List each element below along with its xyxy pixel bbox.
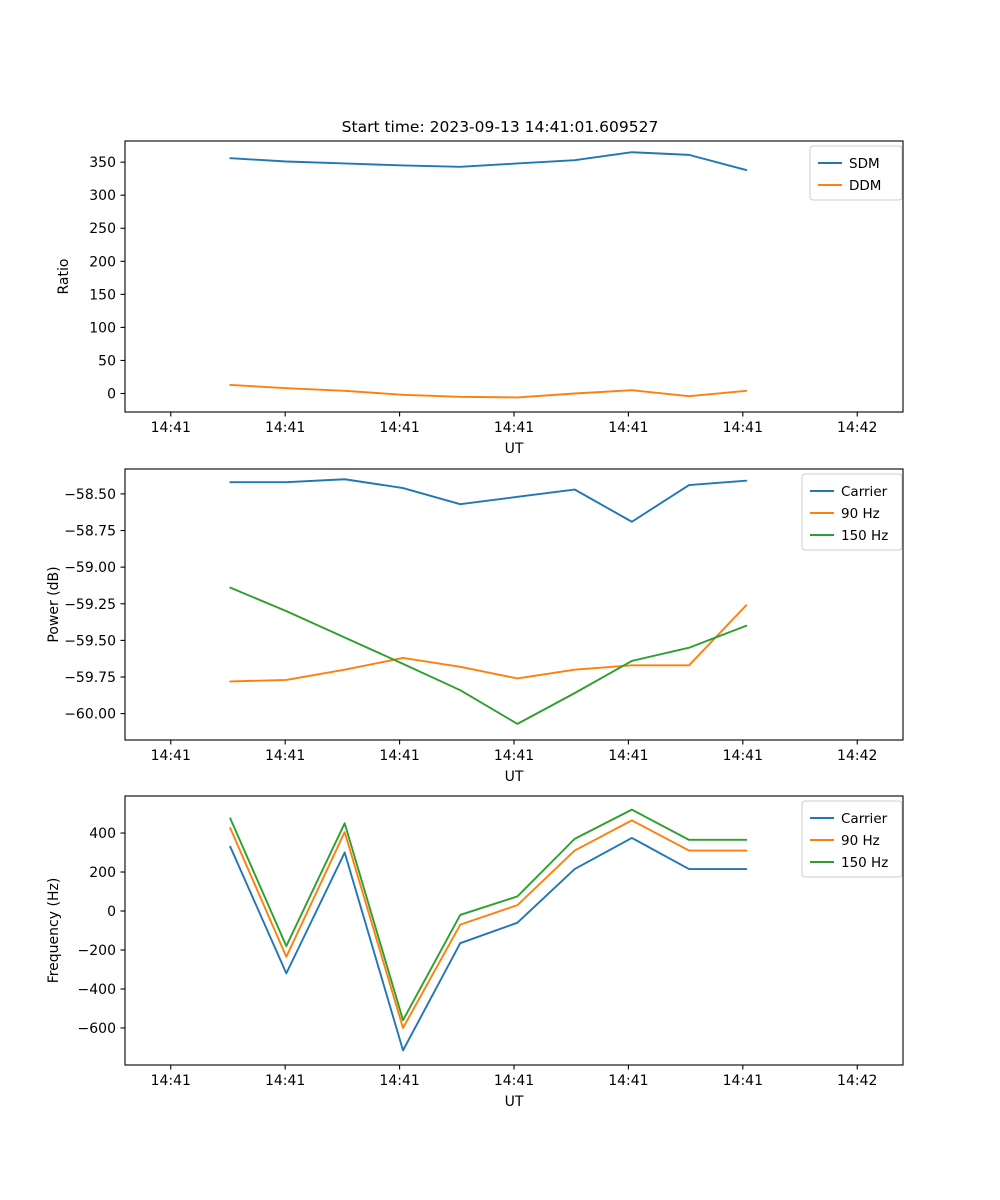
y-tick-label: 200 — [89, 865, 116, 881]
x-tick-label: 14:41 — [151, 1073, 191, 1089]
series-line-sdm — [229, 151, 748, 172]
legend-label-carrier: Carrier — [841, 484, 888, 500]
series-line-carrier — [229, 836, 748, 1052]
y-axis-label: Frequency (Hz) — [46, 878, 62, 984]
series-line-carrier — [229, 478, 748, 523]
x-tick-label: 14:41 — [723, 748, 763, 764]
legend-frame — [801, 473, 903, 551]
power-panel: 14:41 14:41 14:41 14:41 14:41 14:41 14:42 −58.5… — [0, 440, 1000, 830]
legend-label-150-hz: 150 Hz — [841, 528, 888, 544]
axes-frame — [124, 140, 904, 413]
y-tick-label: 50 — [98, 353, 116, 369]
x-tick-label: 14:41 — [723, 420, 763, 436]
legend-label-150-hz: 150 Hz — [841, 855, 888, 871]
x-axis-label: UT — [505, 1094, 524, 1110]
y-tick-label: 150 — [89, 287, 116, 303]
y-tick-label: 300 — [89, 188, 116, 204]
x-tick-label: 14:41 — [494, 748, 534, 764]
x-tick-label: 14:41 — [379, 748, 419, 764]
series-line-150-hz — [229, 586, 748, 725]
axes-frame — [124, 795, 904, 1066]
series-line-90-hz — [229, 819, 748, 1029]
x-tick-label: 14:42 — [837, 1073, 877, 1089]
x-tick-label: 14:41 — [723, 1073, 763, 1089]
y-tick-label: −600 — [78, 1021, 116, 1037]
y-tick-label: −59.25 — [64, 597, 116, 613]
frequency-panel: 14:41 14:41 14:41 14:41 14:41 14:41 14:42 −600 −… — [0, 768, 1000, 1168]
x-tick-label: 14:41 — [608, 748, 648, 764]
x-tick-label: 14:41 — [494, 1073, 534, 1089]
figure-title: Start time: 2023-09-13 14:41:01.609527 — [341, 118, 659, 136]
ratio-panel: 14:41 14:41 14:41 14:41 14:41 14:41 14:42 0 50 10… — [0, 0, 1000, 470]
x-tick-label: 14:41 — [265, 748, 305, 764]
y-tick-label: −59.50 — [64, 633, 116, 649]
y-tick-label: 400 — [89, 826, 116, 842]
power-panel-svg: 14:41 14:41 14:41 14:41 14:41 14:41 14:42 −58.5… — [46, 468, 904, 785]
x-tick-label: 14:41 — [151, 420, 191, 436]
legend-label-sdm: SDM — [849, 156, 880, 172]
y-tick-label: −59.75 — [64, 670, 116, 686]
series-line-90-hz — [229, 604, 748, 683]
axes-frame — [124, 468, 904, 741]
legend-frame — [809, 145, 903, 201]
x-axis-label: UT — [505, 441, 524, 457]
y-tick-label: 200 — [89, 254, 116, 270]
x-tick-label: 14:41 — [379, 420, 419, 436]
legend-label-ddm: DDM — [849, 178, 881, 194]
x-tick-label: 14:41 — [265, 1073, 305, 1089]
y-tick-label: −400 — [78, 982, 116, 998]
y-tick-label: 250 — [89, 221, 116, 237]
legend-frame — [801, 800, 903, 878]
series-line-ddm — [229, 383, 748, 399]
x-axis-label: UT — [505, 769, 524, 785]
y-axis-label: Power (dB) — [46, 566, 62, 642]
legend-label-carrier: Carrier — [841, 811, 888, 827]
series-line-150-hz — [229, 808, 748, 1022]
y-tick-label: 0 — [107, 904, 116, 920]
frequency-panel-svg: 14:41 14:41 14:41 14:41 14:41 14:41 14:42 −600 −… — [46, 795, 904, 1110]
legend: SDM DDM — [809, 145, 903, 201]
x-tick-label: 14:41 — [608, 420, 648, 436]
y-tick-label: −59.00 — [64, 560, 116, 576]
ratio-panel-svg: 14:41 14:41 14:41 14:41 14:41 14:41 14:42 0 50 10… — [56, 140, 904, 457]
legend-label-90-hz: 90 Hz — [841, 506, 880, 522]
y-tick-label: 100 — [89, 320, 116, 336]
y-tick-label: 0 — [107, 386, 116, 402]
y-tick-label: −200 — [78, 943, 116, 959]
x-tick-label: 14:41 — [494, 420, 534, 436]
legend: Carrier 90 Hz 150 Hz — [801, 800, 903, 878]
legend: Carrier 90 Hz 150 Hz — [801, 473, 903, 551]
x-tick-label: 14:42 — [837, 420, 877, 436]
x-tick-label: 14:42 — [837, 748, 877, 764]
y-axis-label: Ratio — [56, 259, 72, 295]
x-tick-label: 14:41 — [265, 420, 305, 436]
y-tick-label: −58.75 — [64, 524, 116, 540]
legend-label-90-hz: 90 Hz — [841, 833, 880, 849]
y-tick-label: −60.00 — [64, 707, 116, 723]
y-tick-label: −58.50 — [64, 487, 116, 503]
x-tick-label: 14:41 — [608, 1073, 648, 1089]
x-tick-label: 14:41 — [151, 748, 191, 764]
x-tick-label: 14:41 — [379, 1073, 419, 1089]
y-tick-label: 350 — [89, 155, 116, 171]
